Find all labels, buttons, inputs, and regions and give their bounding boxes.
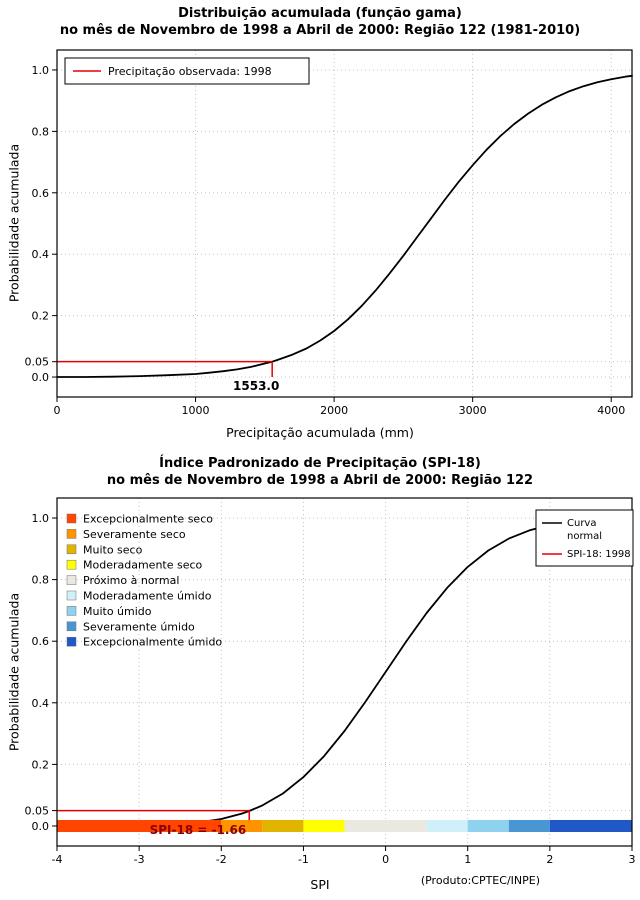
x-tick-label: 3000 [459, 404, 487, 417]
x-tick-label: 4000 [597, 404, 625, 417]
chart-subtitle: no mês de Novembro de 1998 a Abril de 20… [59, 23, 581, 38]
spi-category-bar-segment [344, 819, 427, 832]
spi-category-bar-segment [426, 819, 468, 832]
category-swatch [66, 529, 77, 539]
x-tick-label: 1000 [182, 404, 210, 417]
chart-title: Índice Padronizado de Precipitação (SPI-… [159, 456, 481, 471]
y-tick-label: 0.6 [32, 635, 50, 648]
legend-box [535, 509, 634, 567]
category-label: Severamente úmido [83, 620, 195, 633]
category-swatch [66, 575, 77, 585]
category-label: Excepcionalmente úmido [83, 636, 222, 649]
category-label: Excepcionalmente seco [83, 513, 213, 526]
spi-category-bar-segment [262, 819, 304, 832]
plot-box [56, 49, 633, 398]
spi-category-bar-segment [467, 819, 509, 832]
y-tick-label: 0.0 [32, 371, 50, 384]
y-tick-label: 0.6 [32, 187, 50, 200]
category-label: Severamente seco [83, 528, 186, 541]
category-swatch [66, 606, 77, 616]
category-label: Moderadamente úmido [83, 590, 212, 603]
y-tick-label: 0.8 [32, 125, 50, 138]
x-tick-label: 0 [54, 404, 61, 417]
x-tick-label: 1 [464, 853, 471, 866]
product-credit: (Produto:CPTEC/INPE) [420, 874, 540, 887]
spi-category-bar-segment [303, 819, 345, 832]
x-tick-label: -2 [216, 853, 227, 866]
y-tick-label: 0.05 [25, 805, 50, 818]
y-tick-label: 0.2 [32, 758, 50, 771]
x-tick-label: -3 [134, 853, 145, 866]
x-tick-label: 2000 [320, 404, 348, 417]
legend-label: Curva [567, 518, 596, 529]
y-tick-label: 1.0 [32, 64, 50, 77]
legend-label: SPI-18: 1998 [567, 549, 631, 560]
category-label: Muito seco [83, 543, 143, 556]
y-tick-label: 1.0 [32, 512, 50, 525]
legend-label: normal [567, 531, 602, 542]
marker-value-label: SPI-18 = -1.66 [150, 823, 247, 837]
x-axis-label: SPI [310, 877, 330, 892]
x-tick-label: -1 [298, 853, 309, 866]
category-label: Moderadamente seco [83, 559, 203, 572]
plot-box [56, 497, 633, 847]
category-swatch [66, 559, 77, 570]
spi-panel: Índice Padronizado de Precipitação (SPI-… [0, 450, 640, 900]
gamma-cdf-plot: 1553.0 0 1000 2000 3000 4000 0.0 0.05 0.2 0.4 0.6 0… [25, 49, 633, 417]
category-swatch [66, 621, 77, 632]
chart-subtitle: no mês de Novembro de 1998 a Abril de 20… [106, 473, 534, 488]
legend-box [64, 57, 310, 85]
category-label: Muito úmido [83, 605, 152, 618]
chart-title: Distribuição acumulada (função gama) [178, 6, 462, 21]
category-swatch [66, 636, 77, 647]
gamma-cdf-panel: Distribuição acumulada (função gama) no … [7, 6, 633, 440]
category-swatch [66, 513, 77, 524]
x-tick-label: 2 [546, 853, 553, 866]
category-swatch [66, 590, 77, 601]
y-tick-label: 0.8 [32, 574, 50, 587]
y-tick-label: 0.05 [25, 356, 50, 369]
category-label: Próximo à normal [83, 574, 179, 587]
y-tick-label: 0.2 [32, 310, 50, 323]
spi-plot: SPI-18 = -1.66 -4 -3 -2 -1 0 1 2 3 0.0 0.05 0.2 0.4 0… [25, 497, 636, 866]
spi-category-bar-segment [57, 819, 222, 832]
x-axis-label: Precipitação acumulada (mm) [226, 425, 414, 440]
cdf-curve [56, 74, 633, 378]
spi-category-bar-segment [508, 819, 550, 832]
marker-value-label: 1553.0 [233, 379, 279, 393]
category-swatch [66, 544, 77, 555]
legend-label: Precipitação observada: 1998 [108, 65, 272, 78]
y-tick-label: 0.0 [32, 820, 50, 833]
x-tick-label: 0 [382, 853, 389, 866]
spi-category-bar-segment [549, 819, 632, 832]
x-tick-label: 3 [629, 853, 636, 866]
y-tick-label: 0.4 [32, 697, 50, 710]
spi-category-bar-segment [221, 819, 263, 832]
x-tick-label: -4 [52, 853, 63, 866]
y-tick-label: 0.4 [32, 248, 50, 261]
